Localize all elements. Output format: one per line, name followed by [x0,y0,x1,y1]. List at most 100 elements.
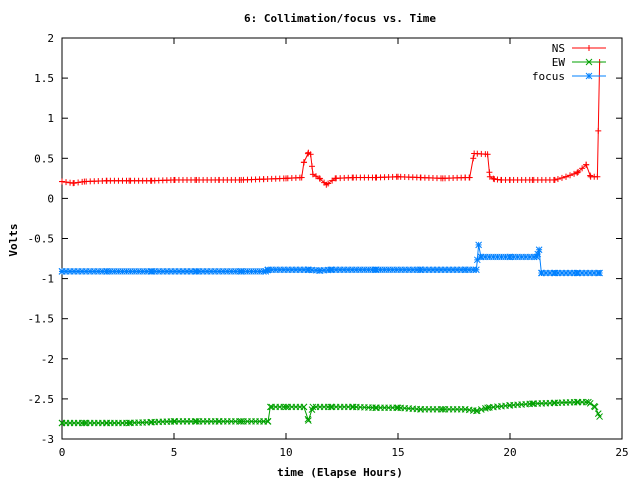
data-point-x [585,58,593,66]
data-point-star [573,269,581,277]
data-point-x [282,403,290,411]
data-point-star [585,72,593,80]
data-point-x [170,418,178,425]
data-point-plus [148,177,155,184]
data-point-plus [215,176,222,183]
data-point-star [538,269,545,277]
data-point-plus [579,165,586,172]
data-point-plus [316,175,323,182]
data-point-star [461,266,469,274]
data-point-x [482,405,489,412]
data-point-x [304,415,312,423]
data-point-plus [63,179,70,186]
data-point-plus [70,180,77,187]
data-point-x [591,403,599,411]
data-point-plus [470,155,477,162]
series-focus [58,241,603,277]
data-point-x [58,419,66,427]
legend-label: EW [552,56,566,69]
data-point-star [372,266,379,274]
data-point-plus [103,177,110,184]
x-tick-label: 25 [615,446,628,459]
data-point-x [300,403,308,411]
data-point-plus [439,175,446,182]
data-point-plus [491,176,498,183]
series-ew [58,398,603,427]
data-point-x [309,403,317,411]
data-point-x [237,418,245,425]
data-point-plus [59,178,65,185]
data-point-star [533,253,541,261]
y-tick-label: -2.5 [28,393,55,406]
y-tick-label: -3 [41,433,54,446]
data-point-x [264,418,272,425]
data-point-plus [417,174,424,181]
data-point-plus [484,151,491,158]
legend-label: focus [532,70,565,83]
data-point-plus [554,176,561,183]
data-point-plus [81,178,88,185]
data-point-star [58,268,66,275]
data-point-plus [372,174,379,181]
data-point-x [327,403,335,411]
data-point-x [148,418,155,426]
data-point-plus [575,168,582,175]
data-point-plus [283,175,289,182]
data-point-plus [529,176,536,183]
data-point-plus [595,127,602,134]
x-tick-label: 10 [279,446,292,459]
data-point-star [506,253,514,261]
data-point-plus [171,176,177,183]
data-point-plus [298,174,305,181]
ticks-group: 0 5 10 15 20 25 2 1.5 1 0.5 0 -0.5 -1 -1.5 -2 -2.5 -3 [28,32,629,459]
data-point-plus [571,170,578,177]
data-point-star [596,269,603,277]
data-point-star [473,266,480,274]
data-point-plus [586,45,592,51]
data-point-plus [350,174,357,181]
data-point-x [477,406,485,413]
data-point-plus [307,151,314,158]
chart-title: 6: Collimation/focus vs. Time [244,12,436,25]
data-point-x [417,405,424,413]
data-point-plus [587,173,594,180]
data-point-star [551,269,559,277]
data-point-x [439,405,447,413]
y-tick-label: 2 [47,32,54,45]
data-point-star [417,266,424,274]
data-point-star [264,266,272,274]
x-tick-label: 15 [391,446,404,459]
data-point-plus [551,176,558,183]
data-point-star [327,266,335,274]
data-point-x [305,417,312,424]
legend-entry-ns: NS [552,42,606,55]
data-point-x [585,398,592,406]
data-point-x [596,413,603,420]
data-point-x [473,407,480,415]
data-point-x [461,405,469,413]
data-point-star [103,268,111,275]
x-tick-label: 5 [171,446,178,459]
data-point-plus [300,159,307,166]
data-point-x [394,404,402,412]
series-group [58,59,603,427]
data-point-x [125,419,133,427]
data-point-plus [594,173,601,180]
data-point-x [372,404,379,412]
data-point-plus [313,173,320,180]
plot-frame-group [61,37,623,440]
data-point-plus [329,177,336,184]
legend-entry-ew: EW [552,56,606,69]
y-tick-label: 0 [47,192,54,205]
y-tick-label: 1.5 [34,72,54,85]
y-tick-label: -0.5 [28,233,55,246]
data-point-plus [486,173,493,180]
y-tick-label: -2 [41,353,54,366]
data-point-plus [126,177,133,184]
legend-entry-focus: focus [532,70,606,83]
y-tick-label: 1 [47,112,54,125]
data-point-plus [583,161,590,168]
data-point-x [529,400,536,408]
data-point-plus [323,181,330,188]
